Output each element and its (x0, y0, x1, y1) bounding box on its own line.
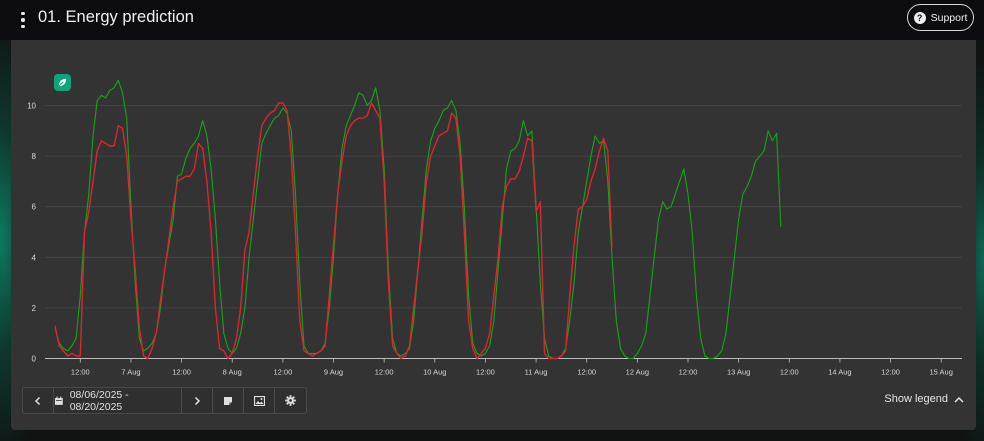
x-tick-label: 12 Aug (626, 368, 649, 377)
chevron-right-icon (194, 396, 201, 405)
chevron-left-icon (34, 396, 41, 405)
help-circle-icon: ? (913, 11, 926, 24)
x-tick-label: 12:00 (881, 368, 900, 377)
x-tick-label: 12:00 (476, 368, 495, 377)
show-legend-label: Show legend (884, 393, 948, 405)
x-tick-label: 9 Aug (324, 368, 343, 377)
y-tick-label: 4 (32, 253, 37, 262)
x-tick-label: 10 Aug (423, 368, 446, 377)
x-tick-label: 8 Aug (223, 368, 242, 377)
x-tick-label: 7 Aug (121, 368, 140, 377)
notes-button[interactable] (213, 388, 244, 413)
x-tick-label: 14 Aug (828, 368, 851, 377)
calendar-icon (54, 396, 63, 405)
chart-grid (45, 105, 962, 359)
date-controls: 08/06/2025 - 08/20/2025 (22, 387, 307, 414)
x-tick-label: 12:00 (375, 368, 394, 377)
chart-series (54, 79, 782, 360)
y-tick-label: 6 (32, 203, 37, 212)
x-tick-label: 13 Aug (727, 368, 750, 377)
gear-icon (285, 395, 296, 406)
show-legend-toggle[interactable]: Show legend (884, 393, 964, 405)
support-label: Support (930, 11, 968, 24)
note-icon (224, 396, 232, 405)
chart-panel (11, 40, 976, 430)
x-tick-label: 12:00 (71, 368, 90, 377)
y-tick-label: 2 (32, 304, 37, 313)
x-tick-label: 12:00 (780, 368, 799, 377)
chevron-up-icon (954, 396, 964, 403)
support-button[interactable]: ? Support (907, 4, 974, 31)
settings-button[interactable] (275, 388, 306, 413)
x-tick-label: 12:00 (273, 368, 292, 377)
image-icon (253, 395, 265, 406)
top-bar: 01. Energy prediction ? Support (0, 0, 984, 40)
actual-series-line (54, 102, 613, 360)
predicted-series-line (54, 79, 782, 360)
next-period-button[interactable] (182, 388, 213, 413)
x-tick-label: 12:00 (577, 368, 596, 377)
more-vert-icon[interactable] (14, 9, 32, 31)
y-tick-label: 0 (32, 355, 37, 364)
x-tick-label: 15 Aug (930, 368, 953, 377)
x-tick-label: 12:00 (172, 368, 191, 377)
y-tick-label: 8 (32, 152, 37, 161)
previous-period-button[interactable] (23, 388, 54, 413)
leaf-icon (54, 74, 71, 91)
page-title: 01. Energy prediction (38, 8, 194, 26)
y-axis-ticks: 0 2 4 6 8 10 (27, 102, 36, 364)
date-range-picker[interactable]: 08/06/2025 - 08/20/2025 (54, 388, 182, 413)
date-range-label: 08/06/2025 - 08/20/2025 (69, 388, 129, 413)
export-image-button[interactable] (244, 388, 275, 413)
x-axis: 12:00 7 Aug 12:00 8 Aug 12:00 9 Aug 12:00 10 Au… (71, 358, 953, 377)
y-tick-label: 10 (27, 102, 36, 111)
x-tick-label: 11 Aug (525, 368, 548, 377)
x-tick-label: 12:00 (679, 368, 698, 377)
